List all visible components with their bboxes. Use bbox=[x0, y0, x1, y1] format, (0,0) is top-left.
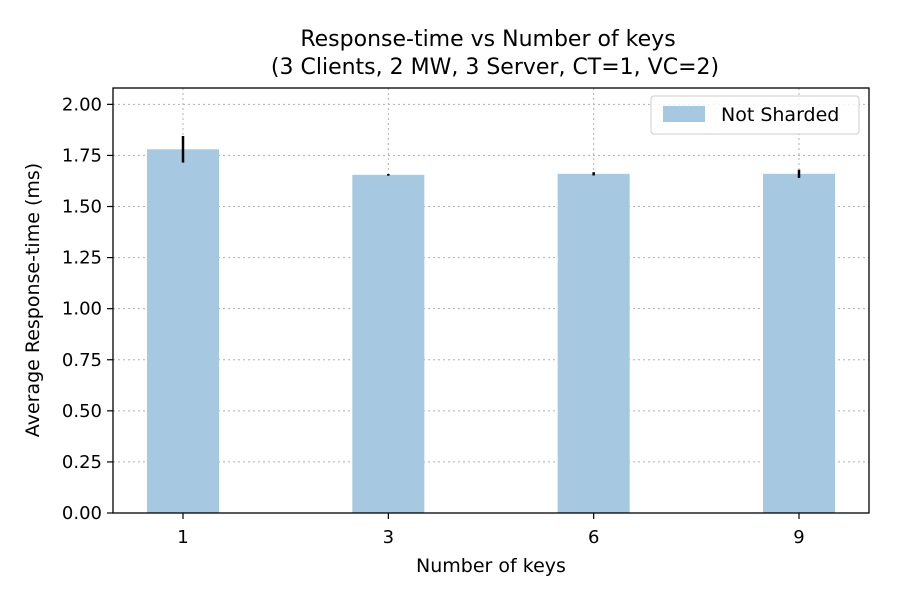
x-axis-label: Number of keys bbox=[416, 555, 566, 577]
y-tick-label: 1.25 bbox=[62, 248, 102, 269]
legend: Not Sharded bbox=[650, 95, 860, 135]
legend-label: Not Sharded bbox=[721, 104, 839, 126]
x-tick-label: 1 bbox=[177, 527, 188, 548]
bar-6 bbox=[557, 173, 630, 513]
bar-3 bbox=[352, 174, 425, 514]
x-tick-label: 3 bbox=[383, 527, 394, 548]
y-axis-label: Average Response-time (ms) bbox=[22, 163, 44, 437]
legend-swatch bbox=[663, 106, 705, 122]
y-tick-label: 1.50 bbox=[62, 197, 102, 218]
y-tick-label: 2.00 bbox=[62, 94, 102, 115]
x-tick-label: 9 bbox=[793, 527, 804, 548]
y-axis-ticks: 0.00 0.25 0.50 0.75 1.00 1.25 1.50 1.75 2.00 bbox=[62, 94, 113, 524]
y-tick-label: 0.50 bbox=[62, 401, 102, 422]
y-tick-label: 0.75 bbox=[62, 350, 102, 371]
error-bars bbox=[181, 136, 801, 178]
x-tick-label: 6 bbox=[588, 527, 599, 548]
grid bbox=[113, 88, 869, 514]
y-tick-label: 0.00 bbox=[62, 503, 102, 524]
y-tick-label: 1.00 bbox=[62, 299, 102, 320]
y-tick-label: 0.25 bbox=[62, 452, 102, 473]
y-tick-label: 1.75 bbox=[62, 145, 102, 166]
plot-frame bbox=[112, 87, 870, 514]
bar-9 bbox=[763, 173, 835, 513]
bars bbox=[147, 149, 835, 514]
x-axis-ticks: 1 3 6 9 bbox=[177, 513, 805, 548]
bar-1 bbox=[147, 149, 219, 513]
chart-subtitle: (3 Clients, 2 MW, 3 Server, CT=1, VC=2) bbox=[271, 55, 719, 80]
legend-box bbox=[650, 95, 860, 135]
chart-title: Response-time vs Number of keys bbox=[300, 27, 675, 52]
